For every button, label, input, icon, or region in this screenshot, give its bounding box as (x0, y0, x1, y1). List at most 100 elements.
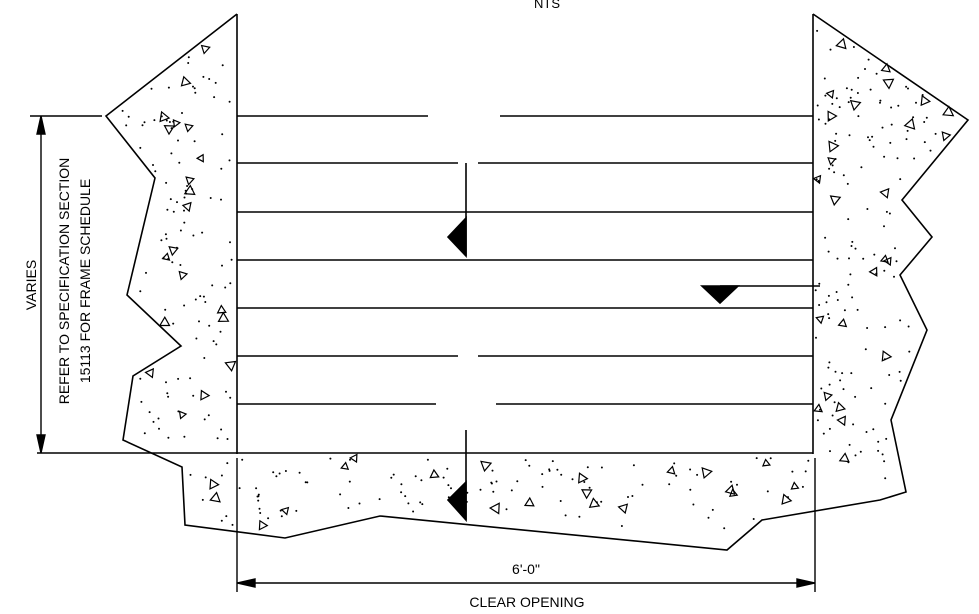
aggregate-dot (267, 517, 270, 520)
aggregate-stone-icon (172, 118, 182, 128)
aggregate-dot (835, 132, 838, 135)
aggregate-dot (631, 495, 634, 497)
aggregate-dot (412, 510, 415, 513)
aggregate-dot (295, 509, 298, 512)
aggregate-dot (692, 503, 695, 506)
height-dimension (30, 115, 102, 454)
aggregate-dot (815, 336, 817, 339)
aggregate-dot (216, 437, 219, 440)
concrete-section (37, 13, 970, 551)
aggregate-stone-icon (258, 519, 269, 531)
aggregate-dot (207, 414, 210, 417)
aggregate-dot (632, 464, 635, 467)
aggregate-dot (140, 400, 143, 403)
aggregate-dot (153, 119, 156, 122)
aggregate-dot (167, 436, 170, 439)
aggregate-stone-icon (349, 453, 358, 464)
aggregate-dot (201, 498, 204, 501)
aggregate-stone-icon (178, 410, 188, 420)
aggregate-dot (168, 121, 171, 123)
dimension-arrow-icon (36, 434, 46, 454)
aggregate-dot (884, 326, 887, 329)
aggregate-dot (864, 68, 866, 70)
aggregate-dot (912, 116, 915, 119)
left-concrete-outline (104, 13, 970, 551)
aggregate-dot (358, 502, 361, 505)
aggregate-dot (867, 58, 870, 61)
aggregate-stone-icon (224, 360, 237, 372)
aggregate-dot (220, 519, 223, 522)
aggregate-dot (183, 221, 186, 224)
aggregate-dot (905, 138, 908, 141)
aggregate-dot (420, 479, 423, 482)
concrete-aggregate (121, 29, 955, 531)
aggregate-dot (823, 77, 826, 80)
aggregate-dot (505, 508, 508, 511)
section-markers (446, 163, 820, 523)
aggregate-dot (824, 122, 827, 125)
aggregate-dot (862, 257, 865, 260)
aggregate-stone-icon (829, 195, 842, 207)
aggregate-dot (189, 473, 192, 476)
aggregate-dot (172, 210, 175, 213)
aggregate-dot (890, 123, 893, 126)
aggregate-dot (627, 496, 629, 498)
aggregate-dot (400, 491, 403, 494)
aggregate-dot (833, 171, 836, 174)
aggregate-dot (620, 525, 623, 527)
aggregate-dot (851, 296, 854, 299)
aggregate-stone-icon (168, 246, 179, 257)
aggregate-dot (378, 498, 381, 501)
dimension-arrow-icon (36, 115, 46, 135)
aggregate-dot (879, 101, 881, 104)
aggregate-dot (801, 485, 804, 488)
aggregate-dot (769, 457, 772, 460)
aggregate-dot (187, 56, 190, 59)
aggregate-dot (495, 480, 498, 483)
aggregate-stone-icon (849, 99, 862, 112)
aggregate-dot (221, 264, 223, 267)
aggregate-dot (528, 464, 531, 467)
aggregate-dot (278, 472, 281, 475)
aggregate-dot (825, 301, 828, 304)
aggregate-dot (192, 394, 195, 397)
aggregate-stone-icon (200, 389, 211, 401)
aggregate-dot (893, 275, 895, 278)
aggregate-dot (179, 229, 182, 232)
aggregate-dot (167, 86, 170, 89)
aggregate-dot (766, 490, 769, 493)
aggregate-dot (160, 239, 163, 242)
aggregate-dot (831, 164, 834, 167)
aggregate-stone-icon (813, 403, 824, 413)
aggregate-dot (556, 468, 559, 471)
aggregate-dot (491, 469, 494, 472)
aggregate-stone-icon (588, 497, 601, 509)
aggregate-stone-icon (920, 94, 931, 107)
reference-note-line1: REFER TO SPECIFICATION SECTION (56, 158, 72, 405)
aggregate-dot (450, 487, 452, 490)
aggregate-dot (885, 437, 888, 440)
aggregate-dot (723, 527, 726, 530)
aggregate-dot (419, 501, 422, 504)
elevation-marker-icon (699, 285, 741, 305)
aggregate-dot (923, 121, 926, 123)
aggregate-stone-icon (823, 391, 834, 402)
aggregate-dot (208, 78, 211, 80)
aggregate-dot (824, 94, 827, 97)
aggregate-dot (152, 164, 154, 166)
aggregate-dot (225, 515, 228, 518)
aggregate-dot (238, 487, 241, 490)
aggregate-dot (835, 291, 838, 293)
aggregate-dot (816, 419, 819, 422)
width-dimension-text: 6'-0" (512, 561, 540, 577)
aggregate-dot (329, 457, 332, 460)
aggregate-dot (675, 474, 678, 477)
aggregate-dot (157, 417, 160, 420)
aggregate-dot (145, 271, 147, 274)
aggregate-dot (850, 245, 853, 247)
aggregate-dot (400, 483, 403, 486)
aggregate-dot (847, 101, 850, 104)
aggregate-dot (571, 478, 574, 481)
aggregate-dot (834, 139, 837, 142)
aggregate-dot (923, 141, 926, 144)
